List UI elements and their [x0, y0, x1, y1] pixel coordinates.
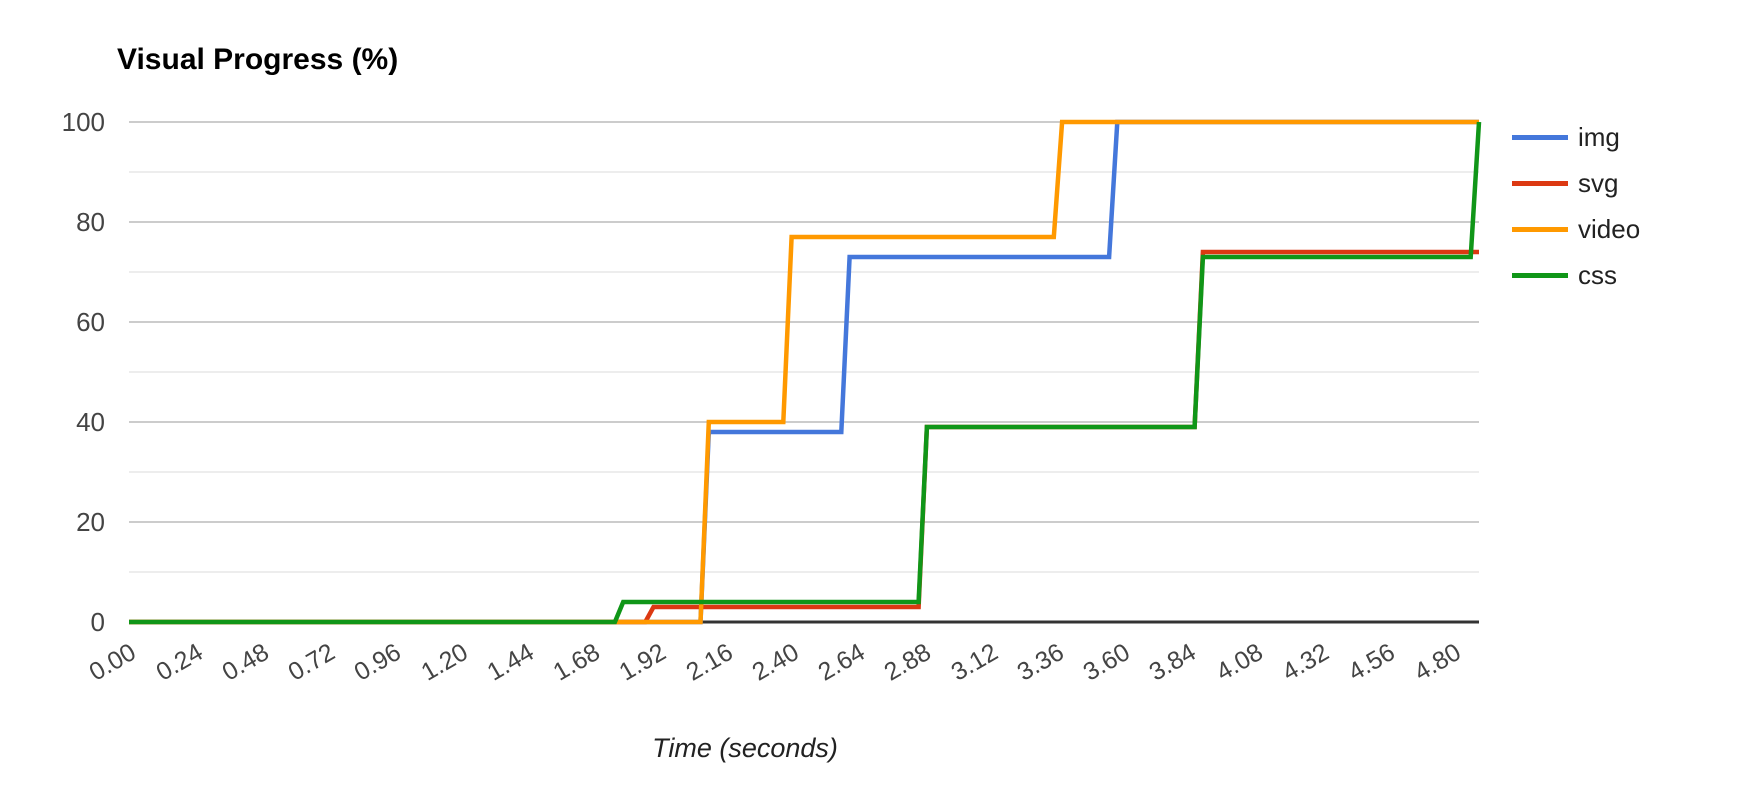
- legend-item-css: css: [1512, 252, 1640, 298]
- legend-label: css: [1578, 260, 1617, 290]
- y-tick-label: 100: [61, 107, 105, 137]
- series-line-video: [129, 119, 1479, 625]
- series-line-css: [129, 121, 1482, 625]
- css-line-swatch: [1512, 272, 1568, 278]
- series-line-svg: [129, 249, 1479, 625]
- legend-item-video: video: [1512, 206, 1640, 252]
- x-axis-title: Time (seconds): [652, 733, 838, 763]
- y-tick-label: 0: [90, 607, 105, 637]
- y-tick-label: 80: [76, 207, 105, 237]
- img-line-swatch: [1512, 134, 1568, 140]
- legend-label: svg: [1578, 168, 1619, 198]
- legend: img svg video css: [1512, 114, 1640, 298]
- legend-item-img: img: [1512, 114, 1640, 160]
- legend-item-svg: svg: [1512, 160, 1640, 206]
- legend-label: video: [1578, 214, 1641, 244]
- chart-title: Visual Progress (%): [117, 43, 399, 76]
- video-line-swatch: [1512, 226, 1568, 232]
- y-tick-label: 20: [76, 507, 105, 537]
- y-tick-label: 60: [76, 307, 105, 337]
- y-tick-label: 40: [76, 407, 105, 437]
- legend-label: img: [1578, 122, 1620, 152]
- svg-line-swatch: [1512, 180, 1568, 186]
